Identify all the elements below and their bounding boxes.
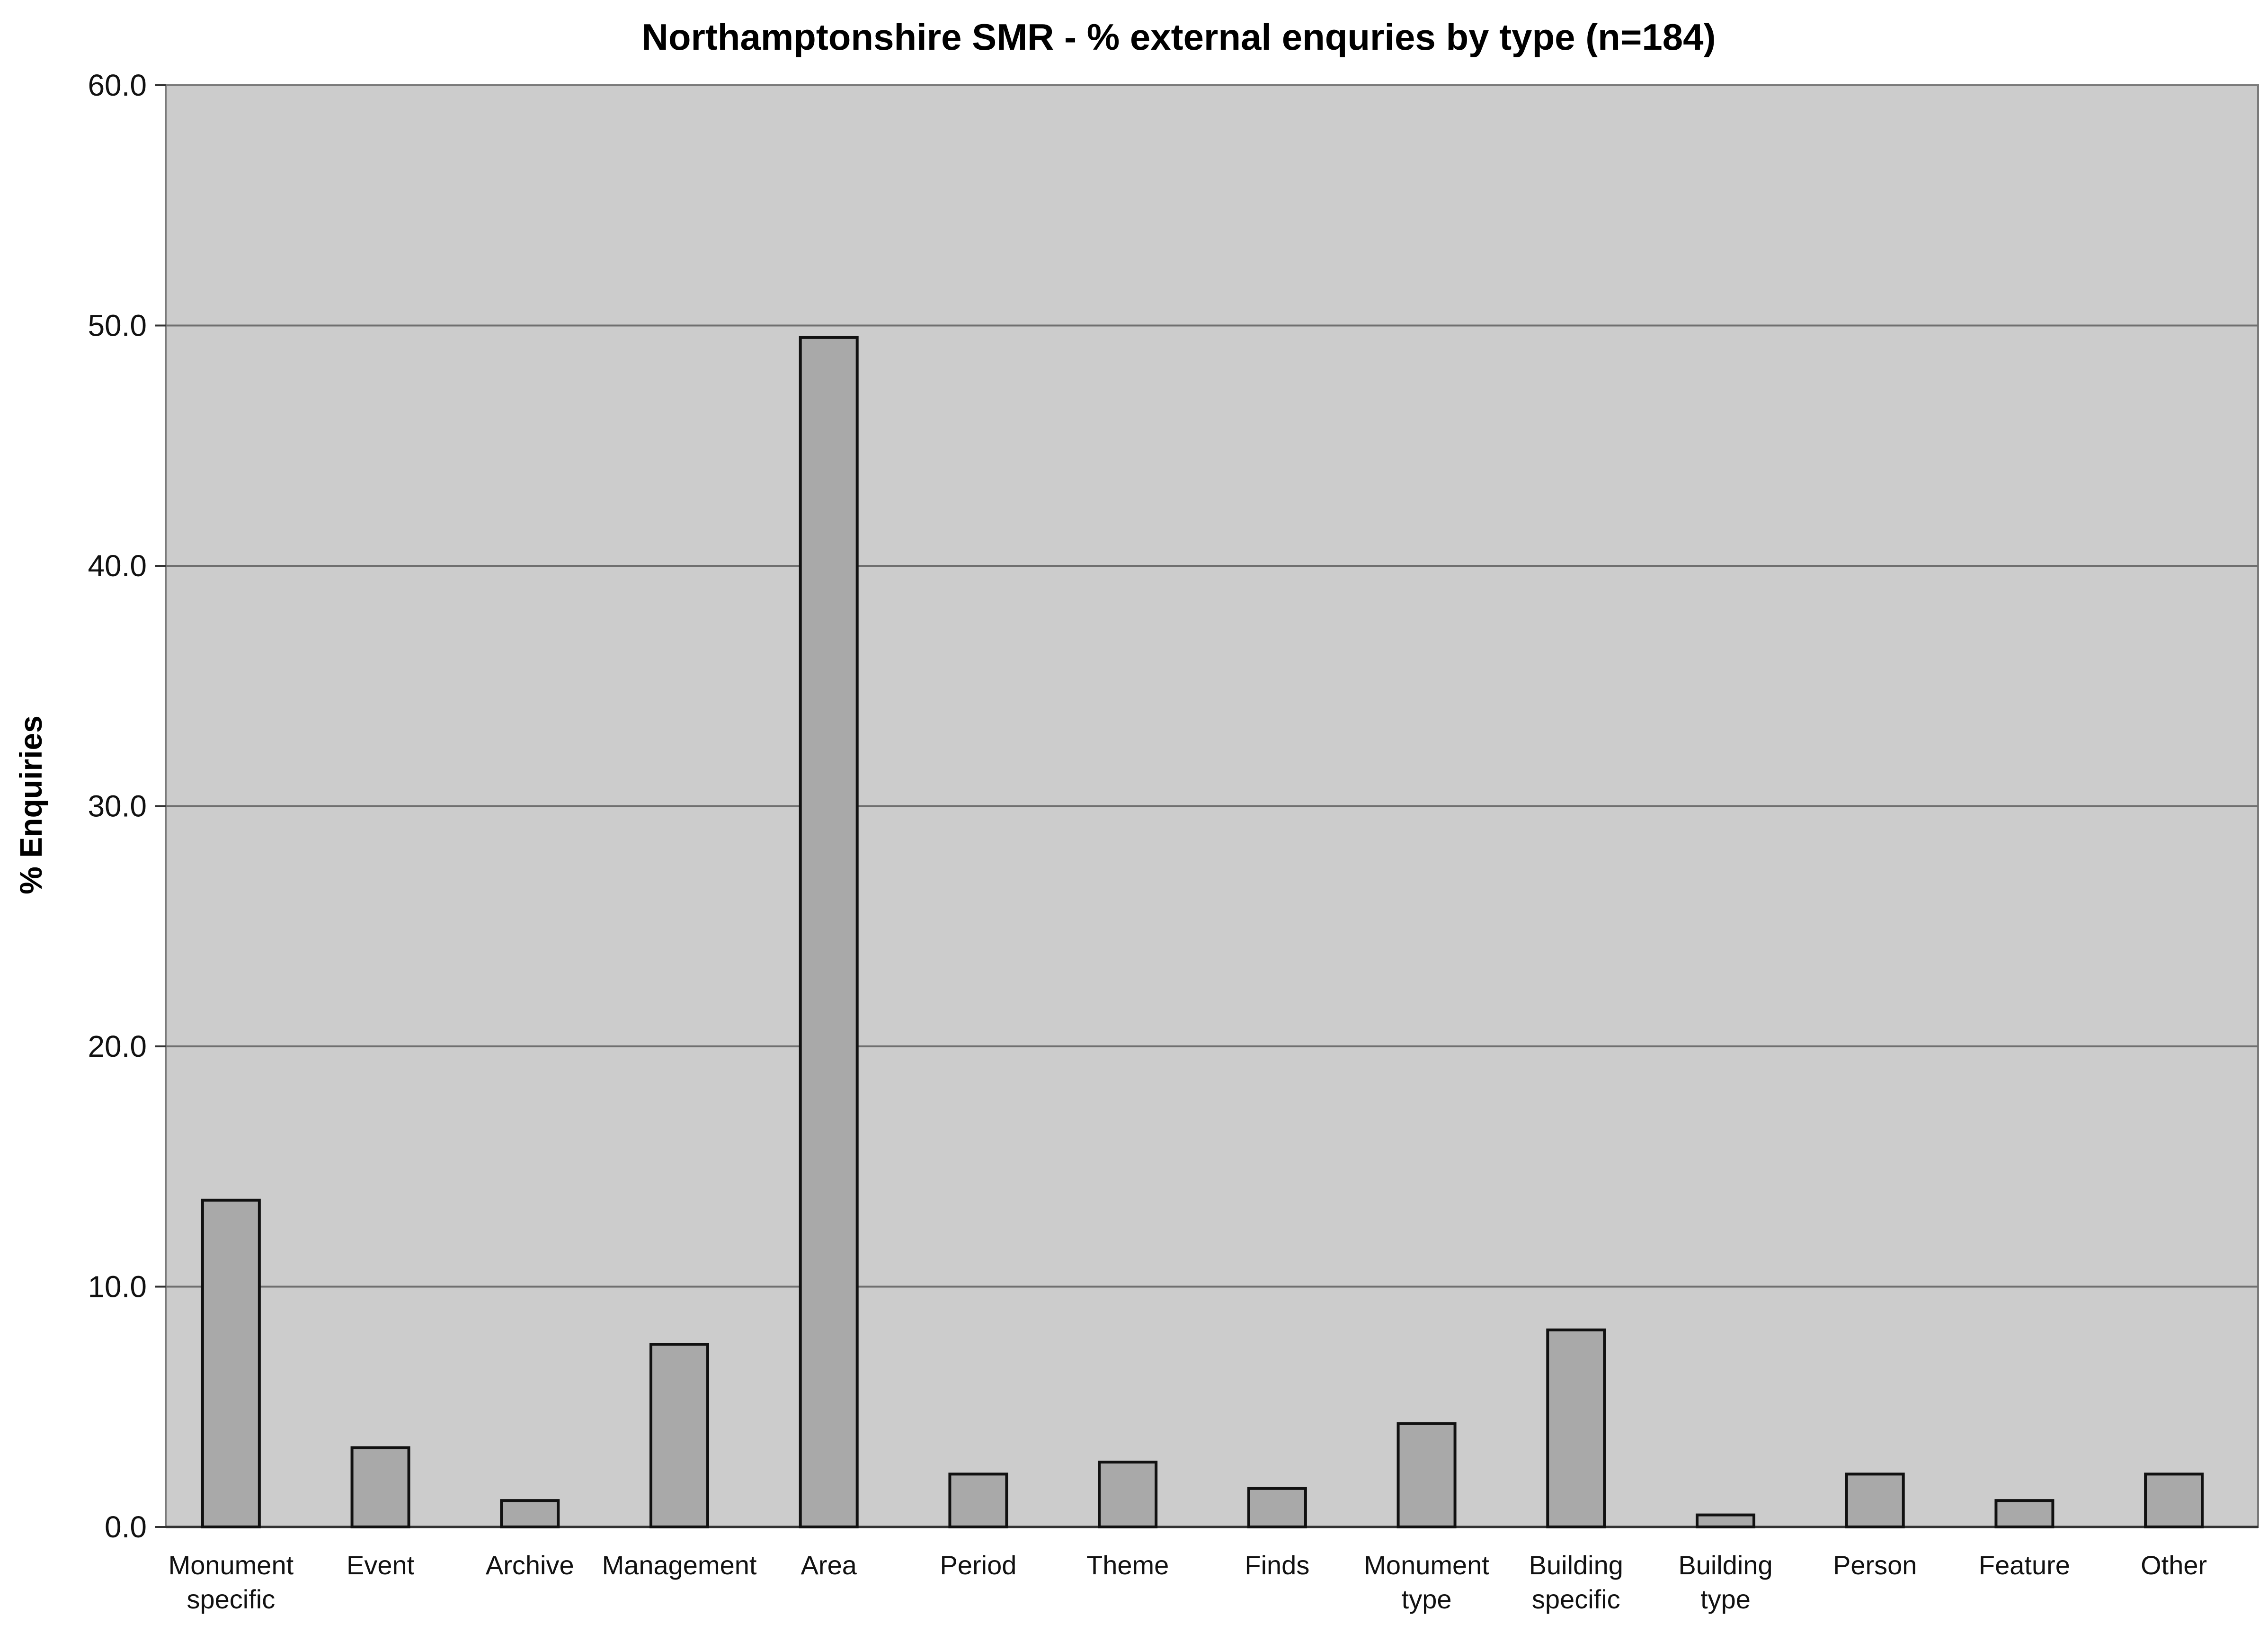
chart-title: Northamptonshire SMR - % external enquri… bbox=[641, 16, 1716, 58]
bar-feature bbox=[1994, 1499, 2055, 1529]
y-tick-label: 60.0 bbox=[88, 68, 147, 102]
bar-person bbox=[1845, 1473, 1905, 1529]
x-tick-label: Monument type bbox=[1364, 1550, 1489, 1614]
bar-event bbox=[350, 1446, 410, 1528]
y-axis-ticks: 0.0 10.0 20.0 30.0 40.0 50.0 60.0 bbox=[88, 68, 166, 1544]
y-tick-label: 20.0 bbox=[88, 1029, 147, 1063]
x-tick-label: Monument specific bbox=[169, 1550, 294, 1614]
x-tick-label: Building specific bbox=[1529, 1550, 1623, 1614]
x-tick-label: Event bbox=[347, 1550, 415, 1580]
bar-period bbox=[948, 1473, 1008, 1529]
x-tick-label: Theme bbox=[1086, 1550, 1169, 1580]
bar-management bbox=[649, 1343, 709, 1529]
x-tick-label: Person bbox=[1833, 1550, 1917, 1580]
bar-area bbox=[799, 336, 859, 1528]
bar-other bbox=[2144, 1473, 2204, 1529]
y-tick-label: 50.0 bbox=[88, 309, 147, 343]
x-tick-label: Building type bbox=[1678, 1550, 1772, 1614]
bars bbox=[201, 336, 2204, 1529]
bar-monument-specific bbox=[201, 1198, 261, 1529]
bar-finds bbox=[1247, 1487, 1307, 1529]
x-tick-label: Feature bbox=[1979, 1550, 2070, 1580]
x-tick-label: Archive bbox=[486, 1550, 574, 1580]
x-tick-label: Other bbox=[2141, 1550, 2207, 1580]
y-tick-label: 30.0 bbox=[88, 789, 147, 823]
x-tick-label: Finds bbox=[1245, 1550, 1309, 1580]
gridlines bbox=[166, 324, 2258, 1528]
y-axis-label: % Enquiries bbox=[13, 715, 48, 894]
x-axis-ticks: Monument specific Event Archive Management Ar… bbox=[169, 1550, 2207, 1614]
x-tick-label: Management bbox=[602, 1550, 757, 1580]
bar-archive bbox=[500, 1499, 560, 1529]
y-tick-label: 0.0 bbox=[105, 1510, 147, 1544]
x-tick-label: Area bbox=[801, 1550, 857, 1580]
bar-building-specific bbox=[1546, 1328, 1606, 1529]
y-tick-label: 40.0 bbox=[88, 549, 147, 583]
y-tick-label: 10.0 bbox=[88, 1270, 147, 1304]
bar-theme bbox=[1098, 1460, 1158, 1529]
x-tick-label: Period bbox=[940, 1550, 1016, 1580]
bar-monument-type bbox=[1396, 1422, 1457, 1528]
bar-building-type bbox=[1696, 1513, 1755, 1528]
